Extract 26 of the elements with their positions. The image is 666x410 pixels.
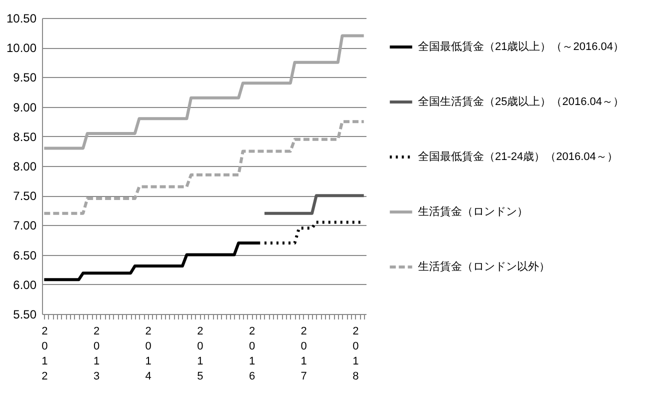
x-tick-label: 2012 — [42, 326, 48, 382]
y-tick-label: 9.00 — [13, 100, 37, 114]
x-tick-label: 2018 — [352, 326, 359, 382]
y-tick-label: 8.00 — [13, 160, 37, 174]
legend-label: 全国生活賃金（25歳以上）（2016.04～） — [418, 95, 624, 108]
legend-label: 全国最低賃金（21-24歳）（2016.04～） — [418, 150, 618, 163]
y-tick-label: 10.50 — [6, 12, 37, 26]
legend-label: 生活賃金（ロンドン） — [418, 205, 528, 218]
y-tick-label: 9.50 — [13, 70, 37, 85]
legend-label: 全国最低賃金（21歳以上）（～2016.04） — [418, 40, 624, 53]
y-tick-label: 6.50 — [13, 248, 37, 262]
x-tick-label: 2015 — [197, 326, 204, 382]
x-tick-label: 2014 — [145, 326, 152, 382]
legend-label: 生活賃金（ロンドン以外） — [418, 260, 550, 273]
y-tick-label: 7.00 — [13, 218, 37, 233]
line-series — [42, 120, 366, 215]
line-series — [42, 34, 366, 150]
y-tick-label: 8.50 — [13, 130, 37, 144]
x-tick-label: 2013 — [93, 326, 100, 382]
y-tick-label: 6.00 — [13, 278, 37, 292]
x-tick-label: 2017 — [300, 326, 307, 382]
y-tick-label: 7.50 — [13, 189, 37, 204]
x-tick-label: 2016 — [248, 326, 256, 382]
line-series — [42, 241, 262, 282]
y-tick-label: 5.50 — [13, 308, 37, 322]
y-tick-label: 10.00 — [6, 41, 37, 56]
